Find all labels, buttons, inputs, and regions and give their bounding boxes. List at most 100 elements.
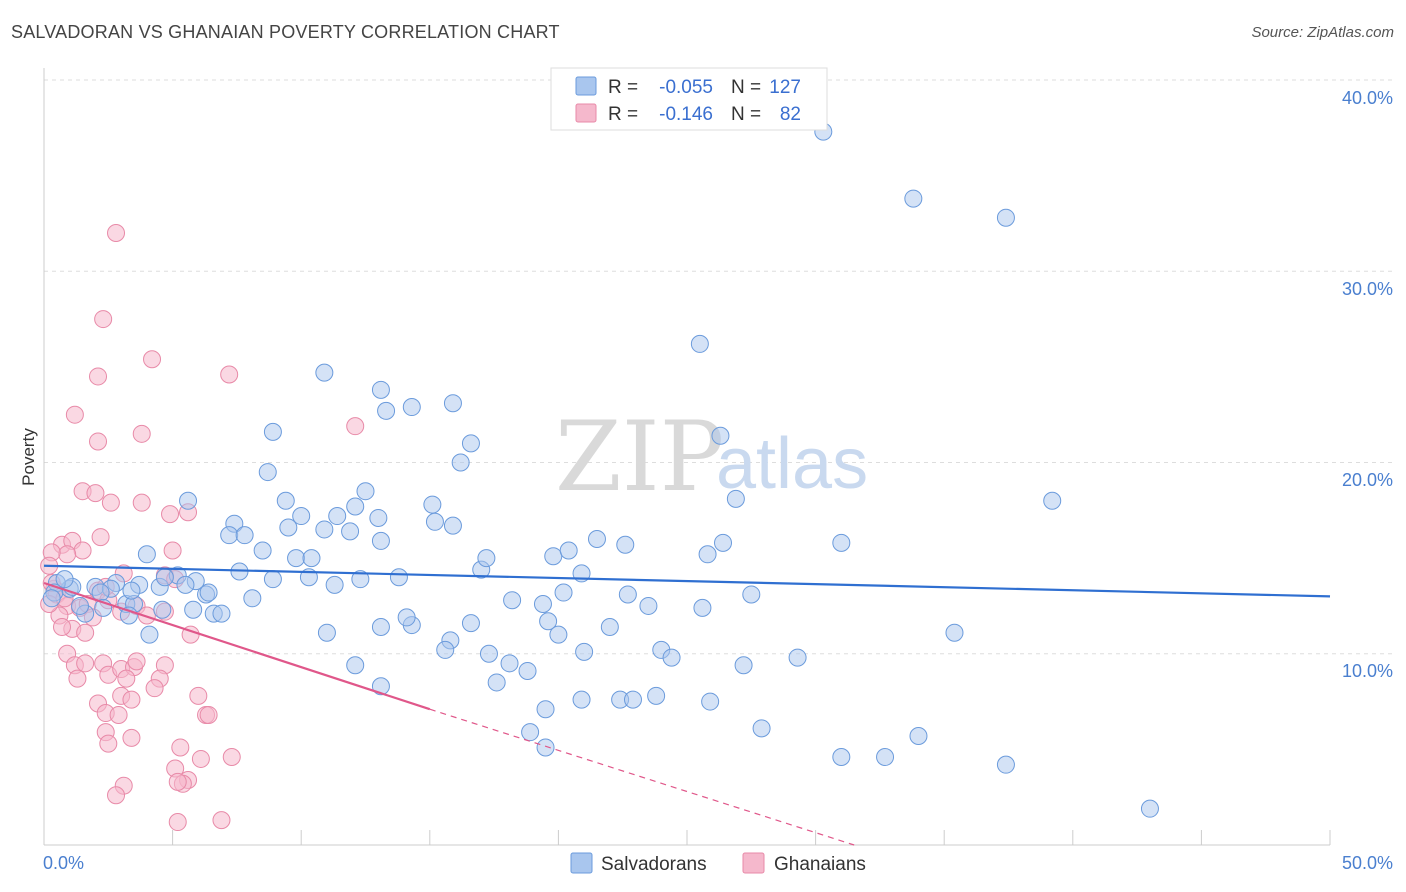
ghanaian-point-0 [107, 224, 126, 242]
salvadoran-point-67 [397, 608, 416, 627]
y-tick-label-40: 40.0% [1342, 88, 1393, 108]
salvadoran-point-8 [832, 533, 851, 552]
salvadoran-point-16 [461, 434, 480, 453]
salvadoran-point-121 [212, 604, 231, 623]
salvadoran-point-59 [618, 585, 637, 604]
n-value-2: 82 [780, 104, 801, 125]
chart-title: SALVADORAN VS GHANAIAN POVERTY CORRELATI… [11, 22, 560, 42]
salvadoran-point-35 [315, 520, 334, 539]
salvadoran-point-42 [325, 575, 344, 594]
x-tick-label-min: 0.0% [43, 853, 84, 873]
ghanaian-point-10 [86, 484, 105, 503]
n-label-2: N = [731, 104, 761, 125]
ghanaian-point-52 [117, 669, 136, 688]
salvadoran-point-47 [544, 547, 563, 566]
salvadoran-point-48 [559, 541, 578, 560]
salvadoran-point-19 [258, 463, 277, 482]
ghanaian-point-66 [171, 738, 190, 757]
salvadoran-point-106 [155, 568, 174, 587]
ghanaian-point-76 [222, 748, 241, 767]
salvadoran-point-114 [42, 589, 61, 608]
ghanaian-point-60 [109, 705, 128, 724]
salvadoran-point-72 [487, 673, 506, 692]
salvadoran-point-1 [904, 189, 923, 208]
salvadoran-point-105 [176, 575, 195, 594]
salvadoran-point-91 [521, 723, 540, 742]
salvadoran-point-39 [287, 549, 306, 568]
ghanaian-point-54 [145, 679, 164, 698]
salvadoran-point-43 [351, 570, 370, 589]
salvadoran-point-104 [184, 600, 203, 619]
salvadoran-point-120 [199, 583, 218, 602]
source-label: Source: ZipAtlas.com [1251, 24, 1394, 41]
ghanaian-point-73 [107, 786, 126, 805]
salvadoran-point-12 [371, 380, 390, 399]
ghanaians-points [40, 224, 365, 832]
ghanaian-point-64 [99, 734, 118, 753]
legend-swatch-ghanaians [742, 852, 765, 874]
r-label-2: R = [608, 104, 638, 125]
salvadoran-point-21 [276, 491, 295, 510]
salvadoran-point-52 [554, 583, 573, 602]
salvadoran-point-40 [302, 549, 321, 568]
ghanaian-point-17 [73, 541, 92, 560]
salvadoran-point-60 [639, 596, 658, 615]
ghanaian-point-65 [122, 728, 141, 747]
salvadoran-point-92 [536, 738, 555, 757]
series-legend: Salvadorans Ghanaians [570, 852, 866, 875]
salvadoran-point-22 [292, 507, 311, 526]
y-tick-label-10: 10.0% [1342, 661, 1393, 681]
salvadoran-point-5 [726, 489, 745, 508]
salvadoran-point-65 [436, 640, 455, 659]
salvadoran-point-76 [536, 700, 555, 719]
ghanaian-point-75 [212, 811, 231, 830]
salvadoran-point-122 [243, 589, 262, 608]
salvadoran-point-36 [371, 531, 390, 550]
salvadoran-point-50 [616, 535, 635, 554]
ghanaian-point-44 [76, 654, 95, 673]
salvadoran-point-9 [1043, 491, 1062, 510]
salvadoran-point-37 [137, 545, 156, 564]
r-value-2: -0.146 [659, 104, 713, 125]
salvadoran-point-55 [539, 612, 558, 631]
salvadoran-point-62 [662, 648, 681, 667]
salvadoran-point-33 [235, 526, 254, 545]
salvadoran-point-34 [279, 518, 298, 537]
salvadoran-point-56 [575, 642, 594, 661]
n-label-1: N = [731, 77, 761, 98]
ghanaian-point-7 [89, 432, 108, 451]
salvadoran-point-49 [587, 530, 606, 548]
y-tick-label-20: 20.0% [1342, 470, 1393, 490]
y-tick-label-30: 30.0% [1342, 279, 1393, 299]
ghanaian-point-39 [76, 623, 95, 642]
ghanaian-point-18 [91, 528, 110, 547]
salvadorans-trend-line [43, 564, 1331, 598]
salvadoran-point-69 [317, 623, 336, 642]
x-tick-label-max: 50.0% [1342, 853, 1393, 873]
salvadoran-point-4 [711, 426, 730, 445]
ghanaian-point-22 [163, 541, 182, 560]
stats-legend: R = -0.055 N = 127 R = -0.146 N = 82 [550, 67, 828, 131]
salvadoran-point-30 [443, 516, 462, 535]
salvadoran-point-44 [389, 568, 408, 587]
salvadoran-point-57 [549, 625, 568, 644]
salvadoran-point-29 [425, 512, 444, 531]
salvadoran-point-116 [71, 596, 90, 615]
salvadoran-point-25 [356, 482, 375, 501]
salvadoran-point-71 [371, 677, 390, 696]
salvadoran-point-93 [752, 719, 771, 738]
salvadoran-point-58 [600, 617, 619, 636]
ghanaian-point-55 [189, 686, 208, 705]
salvadoran-point-74 [500, 654, 519, 673]
salvadoran-point-87 [876, 748, 895, 767]
ghanaian-point-1 [94, 310, 113, 329]
ghanaian-point-49 [127, 652, 146, 671]
salvadoran-point-53 [533, 595, 552, 614]
salvadoran-point-119 [140, 625, 159, 644]
salvadoran-point-23 [328, 507, 347, 526]
ghanaians-trend-line [43, 581, 431, 711]
salvadoran-point-77 [572, 690, 591, 709]
salvadoran-point-80 [647, 686, 666, 705]
salvadoran-point-28 [423, 495, 442, 514]
salvadorans-points [42, 122, 1159, 818]
